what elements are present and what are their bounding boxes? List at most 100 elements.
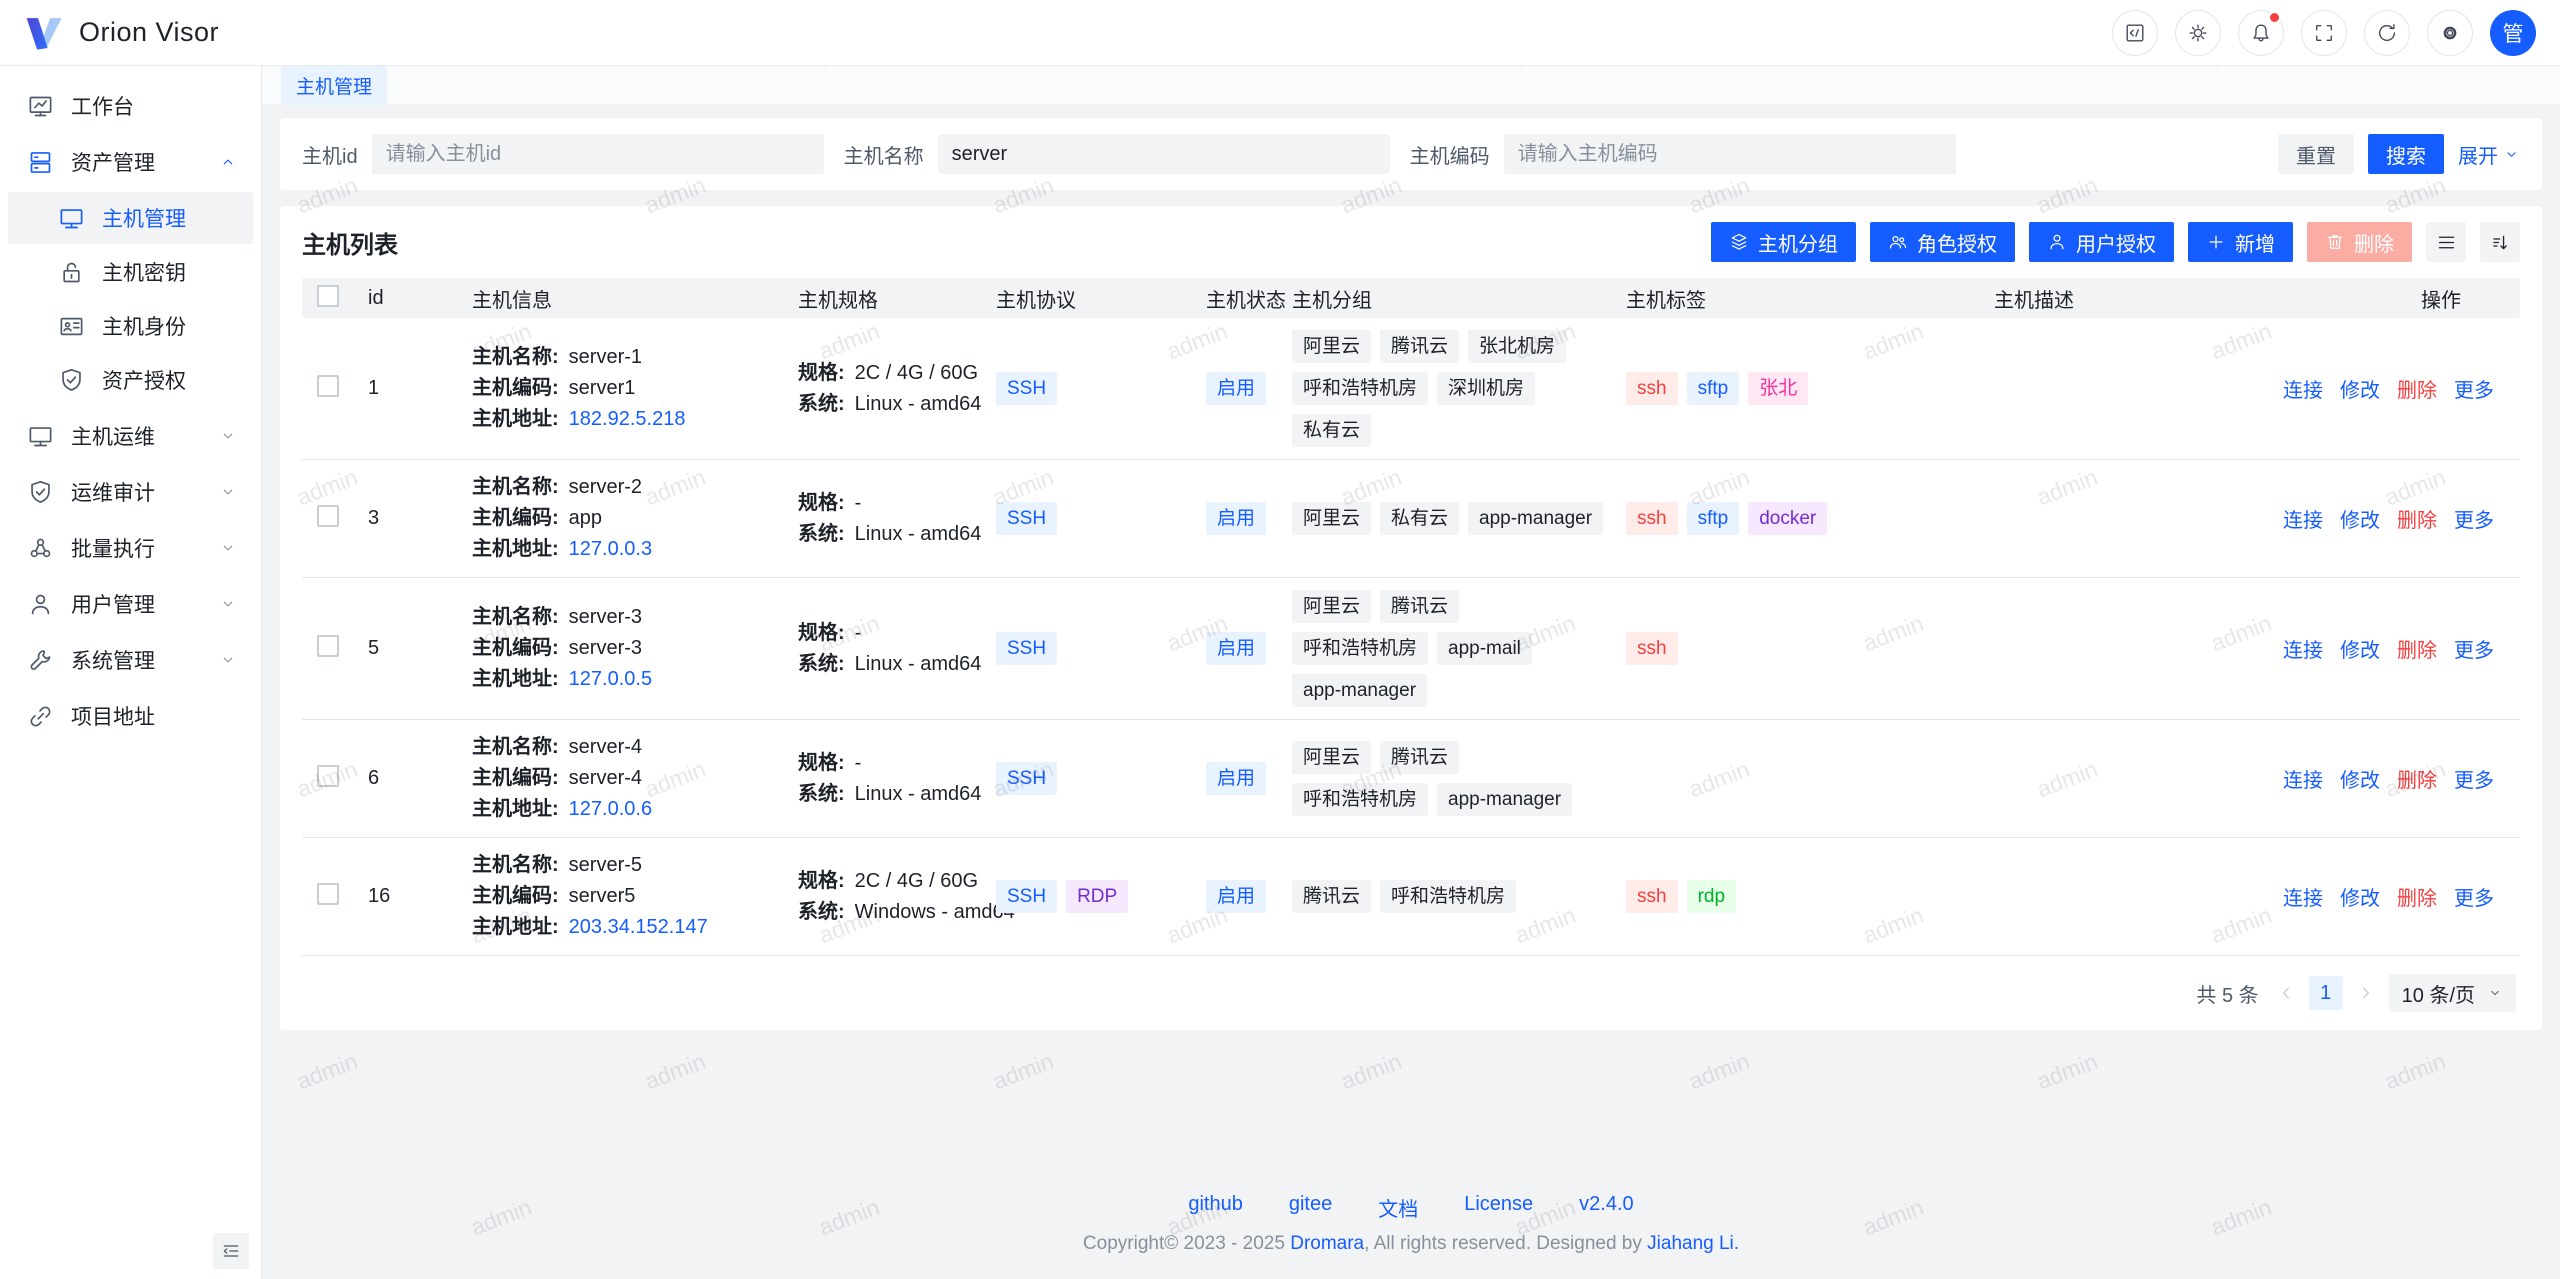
row-action-连接[interactable]: 连接 — [2283, 380, 2323, 402]
fullscreen-button[interactable] — [2301, 9, 2347, 56]
sidebar-item-project-link[interactable]: 项目地址 — [8, 690, 253, 742]
select-all-checkbox[interactable] — [317, 284, 339, 307]
row-action-更多[interactable]: 更多 — [2454, 888, 2494, 910]
host-name-input[interactable] — [937, 134, 1390, 174]
sidebar-item-label: 系统管理 — [71, 650, 155, 673]
sidebar-item-asset-grant[interactable]: 资产授权 — [8, 354, 253, 406]
sidebar-item-workbench[interactable]: 工作台 — [8, 80, 253, 132]
tag-sftp: sftp — [1686, 502, 1740, 535]
footer-links: github gitee 文档 License v2.4.0 — [280, 1193, 2542, 1222]
cell-protocols: SSH — [986, 502, 1196, 535]
cell-protocols: SSH — [986, 372, 1196, 405]
host-address-link[interactable]: 127.0.0.6 — [568, 798, 653, 820]
pagination-next[interactable] — [2355, 982, 2377, 1004]
reset-button[interactable]: 重置 — [2278, 134, 2354, 174]
delete-button[interactable]: 删除 — [2307, 222, 2412, 262]
page-body: 主机id 主机名称 主机编码 重置 搜索 — [262, 104, 2560, 1279]
group-tag-深圳机房: 深圳机房 — [1437, 372, 1536, 405]
row-action-删除[interactable]: 删除 — [2397, 888, 2437, 910]
footer-link-license[interactable]: License — [1464, 1193, 1534, 1215]
sidebar-collapse-button[interactable] — [213, 1233, 249, 1269]
tag-rdp: rdp — [1686, 880, 1737, 913]
sort-alphabetical-icon — [2490, 232, 2511, 253]
footer-version[interactable]: v2.4.0 — [1579, 1193, 1634, 1215]
sidebar-item-batch-exec[interactable]: 批量执行 — [8, 522, 253, 574]
sidebar-item-host-identity[interactable]: 主机身份 — [8, 300, 253, 352]
link-icon — [27, 703, 54, 730]
tab-host-manage[interactable]: 主机管理 — [281, 66, 388, 105]
add-host-button[interactable]: 新增 — [2188, 222, 2293, 262]
cell-status: 启用 — [1196, 632, 1282, 665]
theme-button[interactable] — [2175, 9, 2221, 56]
sidebar-item-ops-audit[interactable]: 运维审计 — [8, 466, 253, 518]
wrench-icon — [27, 647, 54, 674]
protocol-tag-SSH: SSH — [996, 372, 1058, 405]
pagination-page-1[interactable]: 1 — [2308, 976, 2343, 1010]
row-action-修改[interactable]: 修改 — [2340, 510, 2380, 532]
row-action-修改[interactable]: 修改 — [2340, 888, 2380, 910]
user-grant-button[interactable]: 用户授权 — [2029, 222, 2174, 262]
group-tag-私有云: 私有云 — [1292, 414, 1372, 447]
footer-link-gitee[interactable]: gitee — [1288, 1193, 1333, 1215]
host-group-button[interactable]: 主机分组 — [1711, 222, 1856, 262]
role-grant-button[interactable]: 角色授权 — [1870, 222, 2015, 262]
user-avatar[interactable]: 管 — [2490, 9, 2536, 56]
row-action-连接[interactable]: 连接 — [2283, 640, 2323, 662]
row-action-连接[interactable]: 连接 — [2283, 888, 2323, 910]
footer-link-github[interactable]: github — [1188, 1193, 1243, 1215]
sidebar-item-system-manage[interactable]: 系统管理 — [8, 634, 253, 686]
row-action-删除[interactable]: 删除 — [2397, 640, 2437, 662]
host-address-link[interactable]: 203.34.152.147 — [568, 916, 708, 938]
host-code-input[interactable] — [1503, 134, 1956, 174]
row-checkbox[interactable] — [317, 765, 339, 787]
row-action-删除[interactable]: 删除 — [2397, 510, 2437, 532]
settings-button[interactable] — [2427, 9, 2473, 56]
refresh-button[interactable] — [2364, 9, 2410, 56]
row-action-更多[interactable]: 更多 — [2454, 770, 2494, 792]
sidebar-item-label: 主机身份 — [102, 316, 186, 339]
sidebar-item-host-key[interactable]: 主机密钥 — [8, 246, 253, 298]
column-setting-button[interactable] — [2426, 222, 2466, 262]
sidebar-item-asset-management[interactable]: 资产管理 — [8, 136, 253, 188]
row-action-删除[interactable]: 删除 — [2397, 770, 2437, 792]
row-action-连接[interactable]: 连接 — [2283, 510, 2323, 532]
sort-button[interactable] — [2480, 222, 2520, 262]
row-action-修改[interactable]: 修改 — [2340, 380, 2380, 402]
cell-host-info: 主机名称: server-5 主机编码: server5 主机地址: 203.34.152… — [462, 850, 788, 943]
menu-fold-icon — [221, 1241, 241, 1261]
row-checkbox[interactable] — [317, 635, 339, 657]
sidebar-item-host-manage[interactable]: 主机管理 — [8, 192, 253, 244]
row-action-删除[interactable]: 删除 — [2397, 380, 2437, 402]
row-action-修改[interactable]: 修改 — [2340, 770, 2380, 792]
sidebar-item-label: 主机运维 — [71, 426, 155, 449]
host-address-link[interactable]: 127.0.0.5 — [568, 668, 653, 690]
dromara-link[interactable]: Dromara — [1290, 1233, 1365, 1254]
expand-toggle[interactable]: 展开 — [2458, 140, 2520, 169]
sidebar-item-user-manage[interactable]: 用户管理 — [8, 578, 253, 630]
notifications-button[interactable] — [2238, 9, 2284, 56]
cell-groups: 阿里云 腾讯云 呼和浩特机房 app-mail app-manager — [1282, 590, 1616, 707]
row-action-更多[interactable]: 更多 — [2454, 640, 2494, 662]
tag-ssh: ssh — [1626, 632, 1678, 665]
row-action-连接[interactable]: 连接 — [2283, 770, 2323, 792]
author-link[interactable]: Jiahang Li. — [1647, 1233, 1740, 1254]
row-checkbox[interactable] — [317, 505, 339, 527]
sidebar-item-host-ops[interactable]: 主机运维 — [8, 410, 253, 462]
row-action-更多[interactable]: 更多 — [2454, 510, 2494, 532]
cell-actions: 连接 修改 删除 更多 — [2283, 374, 2520, 403]
row-checkbox[interactable] — [317, 375, 339, 397]
sidebar-item-label: 运维审计 — [71, 482, 155, 505]
row-checkbox[interactable] — [317, 883, 339, 905]
pagination-prev[interactable] — [2275, 982, 2297, 1004]
host-address-link[interactable]: 127.0.0.3 — [568, 538, 653, 560]
workbench-icon — [27, 93, 54, 120]
host-address-link[interactable]: 182.92.5.218 — [568, 408, 686, 430]
row-action-修改[interactable]: 修改 — [2340, 640, 2380, 662]
code-button[interactable] — [2112, 9, 2158, 56]
cell-host-spec: 规格: 2C / 4G / 60G 系统: Windows - amd64 — [798, 869, 1015, 923]
page-size-select[interactable]: 10 条/页 — [2388, 974, 2516, 1012]
row-action-更多[interactable]: 更多 — [2454, 380, 2494, 402]
search-button[interactable]: 搜索 — [2368, 134, 2444, 174]
footer-link-docs[interactable]: 文档 — [1378, 1199, 1419, 1221]
host-id-input[interactable] — [371, 134, 824, 174]
